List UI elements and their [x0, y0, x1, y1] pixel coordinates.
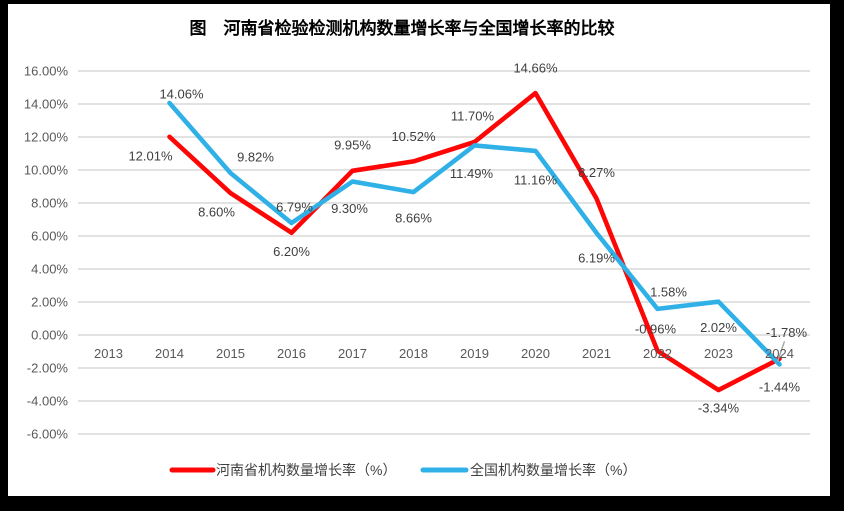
- data-label: 6.79%: [276, 199, 313, 214]
- y-tick-label: 12.00%: [24, 130, 69, 145]
- x-tick-label: 2020: [521, 346, 550, 361]
- series-lines-group: [167, 90, 782, 393]
- y-tick-label: 14.00%: [24, 97, 69, 112]
- y-tick-label: 0.00%: [31, 328, 68, 343]
- y-tick-label: 2.00%: [31, 295, 68, 310]
- x-tick-label: 2016: [277, 346, 306, 361]
- y-tick-label: 16.00%: [24, 64, 69, 79]
- data-label: 8.66%: [395, 211, 432, 226]
- x-tick-label: 2013: [94, 346, 123, 361]
- data-label: -1.78%: [766, 325, 808, 340]
- y-tick-label: 4.00%: [31, 262, 68, 277]
- x-tick-label: 2021: [582, 346, 611, 361]
- data-label: 1.58%: [650, 284, 687, 299]
- data-label: 12.01%: [128, 148, 173, 163]
- x-tick-label: 2014: [155, 346, 184, 361]
- data-label: 2.02%: [700, 320, 737, 335]
- data-label: 10.52%: [391, 129, 436, 144]
- data-label: 6.19%: [578, 250, 615, 265]
- series-line-0: [167, 90, 782, 393]
- series-line-1: [167, 100, 782, 367]
- x-tick-label: 2017: [338, 346, 367, 361]
- y-tick-label: 10.00%: [24, 163, 69, 178]
- x-tick-label: 2023: [704, 346, 733, 361]
- data-label: 9.30%: [331, 201, 368, 216]
- legend-label-0: 河南省机构数量增长率（%）: [216, 462, 396, 478]
- data-label: 6.20%: [273, 244, 310, 259]
- data-label: 9.82%: [237, 149, 274, 164]
- data-label: 14.66%: [513, 61, 558, 76]
- data-label: 11.70%: [451, 108, 495, 123]
- data-label: 11.16%: [514, 172, 558, 187]
- data-label: 9.95%: [334, 137, 371, 152]
- data-label: -1.44%: [759, 379, 801, 394]
- chart-canvas: [8, 4, 830, 496]
- label-leader-line: [776, 341, 786, 362]
- label-leader-lines-group: [776, 341, 786, 362]
- legend-group: 河南省机构数量增长率（%） 全国机构数量增长率（%）: [169, 462, 636, 478]
- x-tick-label: 2022: [643, 346, 672, 361]
- data-label: 8.60%: [198, 205, 235, 220]
- data-label: -0.96%: [635, 321, 677, 336]
- y-tick-label: -6.00%: [27, 427, 69, 442]
- data-label: -3.34%: [698, 401, 740, 416]
- x-tick-label: 2024: [765, 346, 794, 361]
- data-label: 11.49%: [450, 166, 494, 181]
- y-axis-labels-group: 16.00% 14.00% 12.00% 10.00% 8.00% 6.00% 4.00% 2…: [24, 64, 69, 442]
- y-tick-label: 8.00%: [31, 196, 68, 211]
- x-tick-label: 2019: [460, 346, 489, 361]
- chart-title: 图 河南省检验检测机构数量增长率与全国增长率的比较: [190, 18, 615, 38]
- data-label: 14.06%: [159, 87, 204, 102]
- y-tick-label: -2.00%: [27, 361, 69, 376]
- x-tick-label: 2018: [399, 346, 428, 361]
- data-labels-group: 12.01% 8.60% 6.20% 9.95% 10.52% 11.70% 14.66% 8…: [128, 61, 807, 416]
- legend-label-1: 全国机构数量增长率（%）: [470, 462, 636, 478]
- data-label: 8.27%: [578, 165, 615, 180]
- y-tick-label: 6.00%: [31, 229, 68, 244]
- y-tick-label: -4.00%: [27, 394, 69, 409]
- x-tick-label: 2015: [216, 346, 245, 361]
- x-axis-labels-group: 2013 2014 2015 2016 2017 2018 2019 2020 2021 2022…: [94, 346, 794, 361]
